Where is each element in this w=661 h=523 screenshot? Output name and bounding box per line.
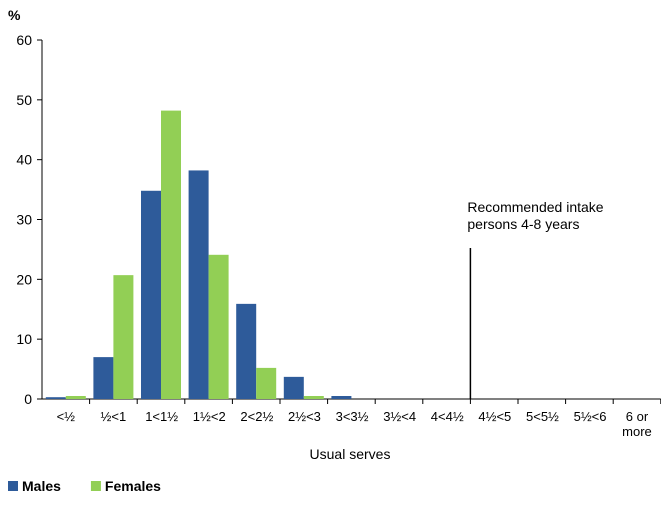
bar [65,396,86,399]
bar [283,376,304,399]
bar [303,396,324,399]
y-tick-label: 40 [16,152,32,168]
x-tick-label: 3<3½ [335,409,369,424]
x-tick-label: 5<5½ [526,409,559,424]
x-tick-label: 4<4½ [430,409,464,424]
y-tick-label: 20 [16,271,32,287]
bar [45,397,66,399]
y-tick-label: 50 [16,92,32,108]
bar [161,110,181,399]
y-tick-label: 30 [16,212,32,228]
bar [208,254,229,399]
x-tick-label: 5½<6 [573,409,607,424]
x-tick-label: 1<1½ [145,409,179,424]
x-tick-label: 4½<5 [478,409,512,424]
x-tick-label: 3½<4 [383,409,417,424]
bar [331,396,352,399]
annotation-text: persons 4-8 years [467,216,579,232]
bar [236,303,257,399]
legend-label: Males [22,478,61,494]
x-tick-label: 2<2½ [240,409,274,424]
legend-swatch [8,481,18,491]
annotation-text: Recommended intake [467,199,603,215]
x-tick-label: ½<1 [100,409,127,424]
y-tick-label: 60 [16,32,32,48]
bar [188,170,209,399]
x-tick-label: 1½<2 [192,409,226,424]
y-axis-label: % [8,7,21,23]
legend-label: Females [105,478,161,494]
bar [256,367,277,399]
x-tick-label: 2½<3 [288,409,321,424]
bar [93,357,114,399]
y-tick-label: 10 [16,331,32,347]
x-tick-label: <½ [56,409,76,424]
x-tick-label: 6 or more [622,409,652,439]
bar [113,275,134,399]
legend-swatch [90,481,101,491]
x-axis-label: Usual serves [310,446,391,462]
bar [141,190,161,399]
y-tick-label: 0 [24,391,32,407]
